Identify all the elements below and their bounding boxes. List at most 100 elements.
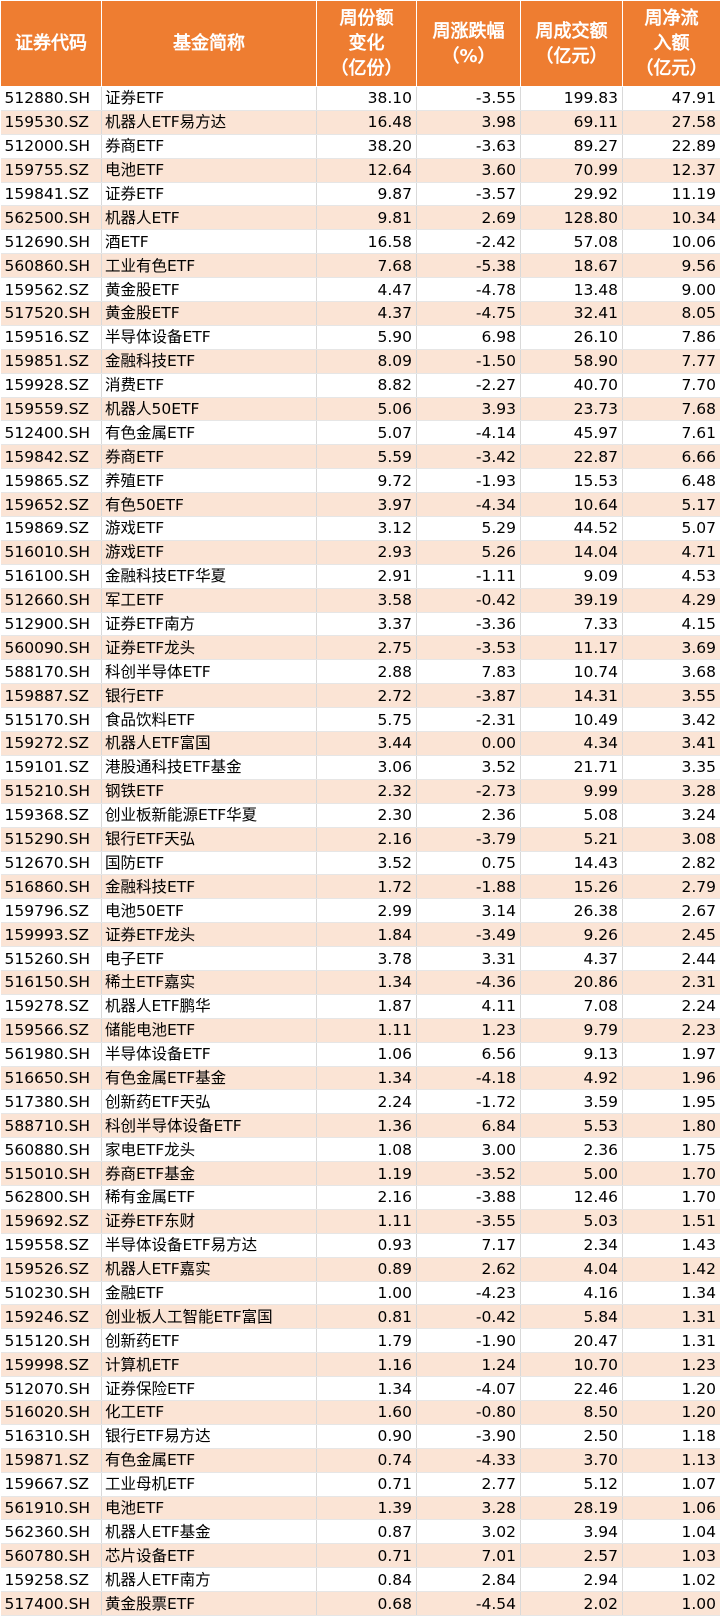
cell-net-inflow: 1.13 — [623, 1448, 720, 1472]
cell-share-change: 9.72 — [317, 469, 417, 493]
cell-net-inflow: 1.20 — [623, 1400, 720, 1424]
cell-turnover: 57.08 — [521, 230, 623, 254]
header-name: 基金简称 — [102, 1, 317, 87]
cell-name: 钢铁ETF — [102, 779, 317, 803]
cell-name: 食品饮料ETF — [102, 708, 317, 732]
cell-code: 588710.SH — [1, 1114, 102, 1138]
cell-weekly-change: 2.69 — [417, 206, 521, 230]
cell-weekly-change: 3.60 — [417, 158, 521, 182]
cell-share-change: 8.82 — [317, 373, 417, 397]
cell-share-change: 0.89 — [317, 1257, 417, 1281]
cell-share-change: 7.68 — [317, 254, 417, 278]
cell-turnover: 5.03 — [521, 1209, 623, 1233]
cell-name: 证券ETF龙头 — [102, 923, 317, 947]
cell-net-inflow: 1.96 — [623, 1066, 720, 1090]
cell-share-change: 0.68 — [317, 1592, 417, 1616]
header-code: 证券代码 — [1, 1, 102, 87]
cell-turnover: 58.90 — [521, 349, 623, 373]
cell-weekly-change: -3.79 — [417, 827, 521, 851]
cell-share-change: 1.34 — [317, 1066, 417, 1090]
cell-turnover: 9.26 — [521, 923, 623, 947]
cell-net-inflow: 1.70 — [623, 1185, 720, 1209]
cell-code: 516310.SH — [1, 1424, 102, 1448]
cell-weekly-change: -3.52 — [417, 1162, 521, 1186]
cell-code: 159246.SZ — [1, 1305, 102, 1329]
cell-code: 515210.SH — [1, 779, 102, 803]
table-header: 证券代码 基金简称 周份额 变化 （亿份） 周涨跌幅 （%） 周成交额 （亿元）… — [1, 1, 720, 87]
cell-turnover: 128.80 — [521, 206, 623, 230]
cell-name: 计算机ETF — [102, 1353, 317, 1377]
cell-net-inflow: 5.07 — [623, 517, 720, 541]
cell-turnover: 14.43 — [521, 851, 623, 875]
cell-turnover: 13.48 — [521, 278, 623, 302]
cell-weekly-change: 5.26 — [417, 540, 521, 564]
cell-net-inflow: 2.44 — [623, 947, 720, 971]
cell-name: 创新药ETF天弘 — [102, 1090, 317, 1114]
cell-turnover: 5.53 — [521, 1114, 623, 1138]
cell-weekly-change: -0.42 — [417, 1305, 521, 1329]
cell-code: 159278.SZ — [1, 994, 102, 1018]
cell-share-change: 1.87 — [317, 994, 417, 1018]
cell-weekly-change: -4.75 — [417, 302, 521, 326]
cell-turnover: 5.08 — [521, 803, 623, 827]
cell-weekly-change: -2.73 — [417, 779, 521, 803]
cell-code: 516010.SH — [1, 540, 102, 564]
cell-turnover: 7.08 — [521, 994, 623, 1018]
cell-weekly-change: 3.31 — [417, 947, 521, 971]
cell-code: 512070.SH — [1, 1377, 102, 1401]
cell-net-inflow: 12.37 — [623, 158, 720, 182]
cell-net-inflow: 9.00 — [623, 278, 720, 302]
cell-name: 科创半导体ETF — [102, 660, 317, 684]
cell-share-change: 5.06 — [317, 397, 417, 421]
cell-turnover: 3.59 — [521, 1090, 623, 1114]
cell-code: 512400.SH — [1, 421, 102, 445]
cell-net-inflow: 3.55 — [623, 684, 720, 708]
cell-share-change: 3.12 — [317, 517, 417, 541]
cell-code: 562800.SH — [1, 1185, 102, 1209]
cell-name: 电池50ETF — [102, 899, 317, 923]
cell-name: 券商ETF — [102, 445, 317, 469]
cell-weekly-change: 0.00 — [417, 732, 521, 756]
cell-turnover: 15.26 — [521, 875, 623, 899]
cell-net-inflow: 3.28 — [623, 779, 720, 803]
cell-weekly-change: -4.78 — [417, 278, 521, 302]
cell-weekly-change: -2.27 — [417, 373, 521, 397]
cell-name: 银行ETF — [102, 684, 317, 708]
cell-turnover: 2.02 — [521, 1592, 623, 1616]
cell-net-inflow: 1.31 — [623, 1329, 720, 1353]
cell-turnover: 9.13 — [521, 1042, 623, 1066]
cell-net-inflow: 1.34 — [623, 1281, 720, 1305]
cell-weekly-change: -3.63 — [417, 134, 521, 158]
cell-turnover: 4.04 — [521, 1257, 623, 1281]
cell-name: 家电ETF龙头 — [102, 1138, 317, 1162]
cell-share-change: 1.11 — [317, 1018, 417, 1042]
cell-name: 金融科技ETF华夏 — [102, 564, 317, 588]
cell-weekly-change: 5.29 — [417, 517, 521, 541]
cell-net-inflow: 1.03 — [623, 1544, 720, 1568]
cell-weekly-change: -3.88 — [417, 1185, 521, 1209]
cell-net-inflow: 3.69 — [623, 636, 720, 660]
cell-name: 养殖ETF — [102, 469, 317, 493]
cell-weekly-change: -2.42 — [417, 230, 521, 254]
cell-turnover: 199.83 — [521, 87, 623, 111]
cell-turnover: 9.99 — [521, 779, 623, 803]
cell-weekly-change: 2.84 — [417, 1568, 521, 1592]
cell-code: 512660.SH — [1, 588, 102, 612]
cell-turnover: 9.09 — [521, 564, 623, 588]
